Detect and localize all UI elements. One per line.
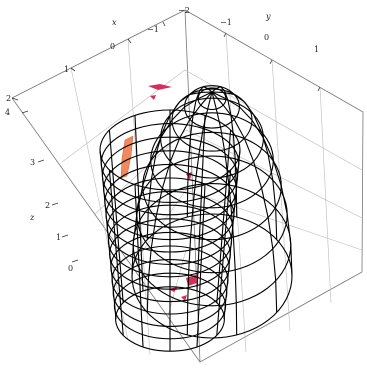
dome-ring — [160, 97, 264, 179]
y-tick-1: 1 — [314, 45, 319, 54]
dome-meridian — [211, 91, 293, 277]
z-tick-0: 0 — [68, 264, 73, 273]
bounding-box — [11, 9, 364, 363]
dome-meridian — [211, 86, 238, 218]
z-tick-1: 1 — [56, 233, 61, 242]
dome-meridian — [186, 86, 213, 218]
dome-meridian — [186, 91, 213, 336]
dome-meridian — [211, 91, 278, 313]
z-tick-3: 3 — [30, 158, 35, 167]
mesh-generator — [216, 169, 232, 336]
y-tick-0: 0 — [264, 33, 269, 42]
z-tick-2: 2 — [45, 201, 50, 210]
dome-meridian — [211, 91, 278, 240]
y-tick-minus1: −1 — [220, 18, 232, 27]
mesh-generator — [108, 169, 124, 336]
x-tick-2: 2 — [6, 94, 11, 103]
dome-meridian — [146, 91, 213, 313]
x-axis-label: x — [112, 18, 117, 27]
mesh-generator — [99, 149, 117, 320]
mesh-generator — [223, 149, 241, 320]
x-tick-minus2: −2 — [178, 6, 190, 15]
mesh-generator — [216, 129, 232, 304]
z-axis-label: z — [29, 213, 35, 222]
tick-marks — [11, 21, 321, 263]
mesh-generator — [196, 184, 206, 347]
dome-meridian — [211, 91, 238, 336]
dome-meridian — [146, 91, 213, 240]
x-tick-1: 1 — [64, 65, 69, 74]
x-tick-minus1: −1 — [147, 25, 159, 34]
y-axis-label: y — [265, 12, 271, 21]
z-tick-4: 4 — [5, 108, 10, 117]
dome-meridian — [131, 91, 213, 277]
mesh-generator — [108, 129, 124, 304]
x-tick-0: 0 — [110, 42, 115, 51]
mesh-generator — [196, 115, 206, 292]
wireframe-mesh — [99, 85, 293, 352]
